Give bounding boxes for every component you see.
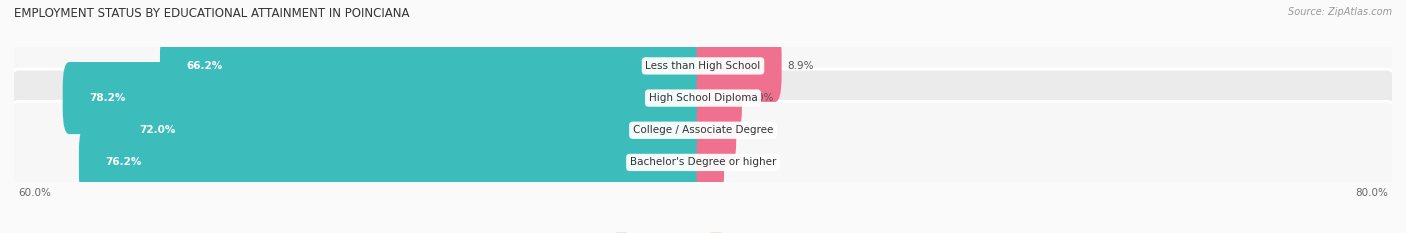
FancyBboxPatch shape <box>6 69 1400 191</box>
FancyBboxPatch shape <box>696 30 782 102</box>
Text: 3.3%: 3.3% <box>742 125 769 135</box>
Text: Source: ZipAtlas.com: Source: ZipAtlas.com <box>1288 7 1392 17</box>
Text: 80.0%: 80.0% <box>1355 188 1388 198</box>
Text: High School Diploma: High School Diploma <box>648 93 758 103</box>
FancyBboxPatch shape <box>112 94 710 166</box>
Text: 60.0%: 60.0% <box>18 188 51 198</box>
Text: 72.0%: 72.0% <box>139 125 176 135</box>
Text: Less than High School: Less than High School <box>645 61 761 71</box>
FancyBboxPatch shape <box>160 30 710 102</box>
FancyBboxPatch shape <box>6 5 1400 127</box>
Text: EMPLOYMENT STATUS BY EDUCATIONAL ATTAINMENT IN POINCIANA: EMPLOYMENT STATUS BY EDUCATIONAL ATTAINM… <box>14 7 409 20</box>
Legend: In Labor Force, Unemployed: In Labor Force, Unemployed <box>612 229 794 233</box>
Text: 66.2%: 66.2% <box>187 61 224 71</box>
FancyBboxPatch shape <box>696 62 742 134</box>
Text: 8.9%: 8.9% <box>787 61 814 71</box>
FancyBboxPatch shape <box>696 94 737 166</box>
FancyBboxPatch shape <box>6 101 1400 224</box>
FancyBboxPatch shape <box>79 126 710 199</box>
Text: Bachelor's Degree or higher: Bachelor's Degree or higher <box>630 158 776 168</box>
Text: 4.0%: 4.0% <box>748 93 773 103</box>
Text: 76.2%: 76.2% <box>105 158 142 168</box>
Text: 1.8%: 1.8% <box>730 158 756 168</box>
Text: College / Associate Degree: College / Associate Degree <box>633 125 773 135</box>
FancyBboxPatch shape <box>63 62 710 134</box>
FancyBboxPatch shape <box>6 37 1400 159</box>
FancyBboxPatch shape <box>696 126 724 199</box>
Text: 78.2%: 78.2% <box>90 93 125 103</box>
